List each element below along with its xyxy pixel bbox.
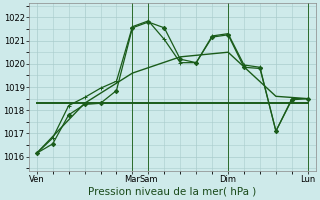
X-axis label: Pression niveau de la mer( hPa ): Pression niveau de la mer( hPa ) [88, 187, 256, 197]
